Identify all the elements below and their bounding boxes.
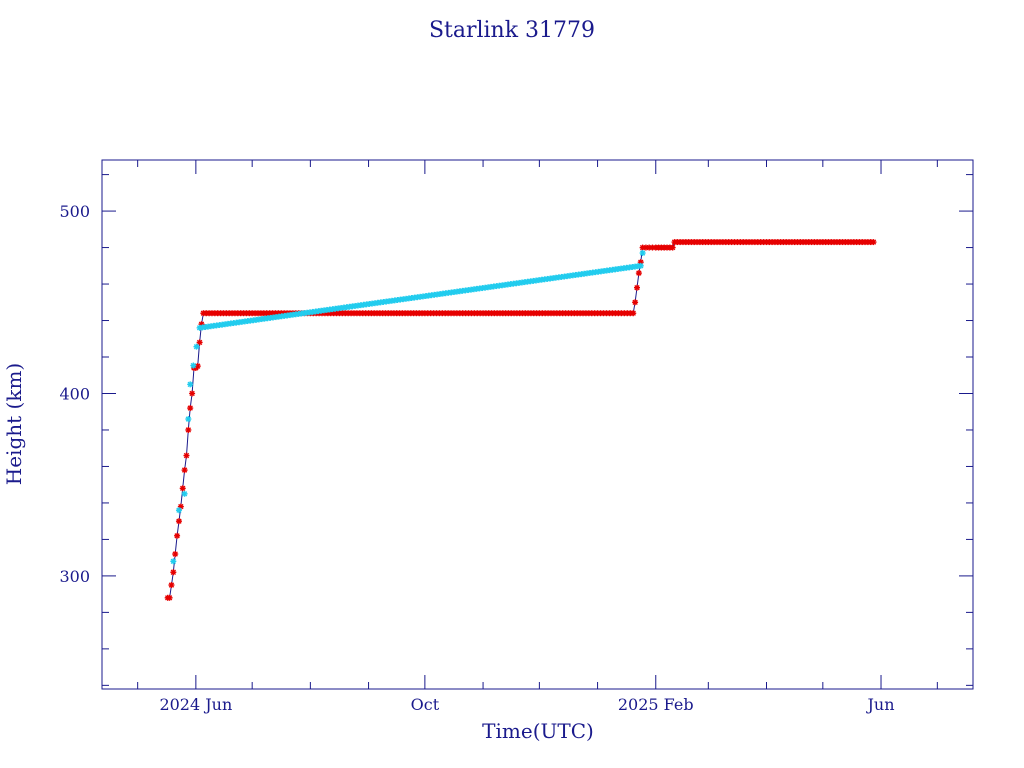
y-axis-title: Height (km) — [2, 363, 26, 485]
data-point-fill — [190, 362, 197, 369]
data-point — [870, 239, 877, 246]
chart-title: Starlink 31779 — [429, 18, 595, 43]
x-axis-title: Time(UTC) — [482, 719, 594, 743]
data-point — [635, 270, 642, 277]
data-point — [632, 299, 639, 306]
data-point — [630, 310, 637, 317]
x-tick-label: 2025 Feb — [618, 695, 694, 714]
data-point-secondary — [181, 490, 188, 497]
data-point — [168, 582, 175, 589]
y-tick-label: 300 — [59, 567, 90, 586]
data-point — [172, 551, 179, 558]
data-point — [179, 485, 186, 492]
data-point — [669, 244, 676, 251]
data-point-fill — [193, 343, 200, 350]
data-point — [633, 284, 640, 291]
height-trace-line — [167, 241, 874, 599]
data-point — [175, 518, 182, 525]
data-point-secondary — [187, 381, 194, 388]
data-point — [166, 594, 173, 601]
data-point — [170, 569, 177, 576]
x-tick-label: Oct — [411, 695, 440, 714]
data-point — [174, 532, 181, 539]
x-tick-label: 2024 Jun — [159, 695, 232, 714]
data-point-secondary — [185, 416, 192, 423]
y-tick-label: 400 — [59, 384, 90, 403]
data-point — [189, 390, 196, 397]
x-tick-label: Jun — [866, 695, 895, 714]
tick-labels: 300 400 500 2024 Jun Oct 2025 Feb Jun — [59, 202, 894, 714]
data-point — [187, 405, 194, 412]
data-point-secondary — [639, 250, 646, 257]
plot-frame — [101, 159, 974, 690]
data-points — [164, 239, 877, 601]
data-point-secondary — [175, 507, 182, 514]
data-point — [196, 339, 203, 346]
data-point — [181, 467, 188, 474]
data-point — [185, 426, 192, 433]
y-tick-label: 500 — [59, 202, 90, 221]
data-point-secondary — [170, 558, 177, 565]
data-point — [183, 452, 190, 459]
data-point-secondary — [637, 262, 644, 269]
axis-ticks — [102, 160, 973, 689]
